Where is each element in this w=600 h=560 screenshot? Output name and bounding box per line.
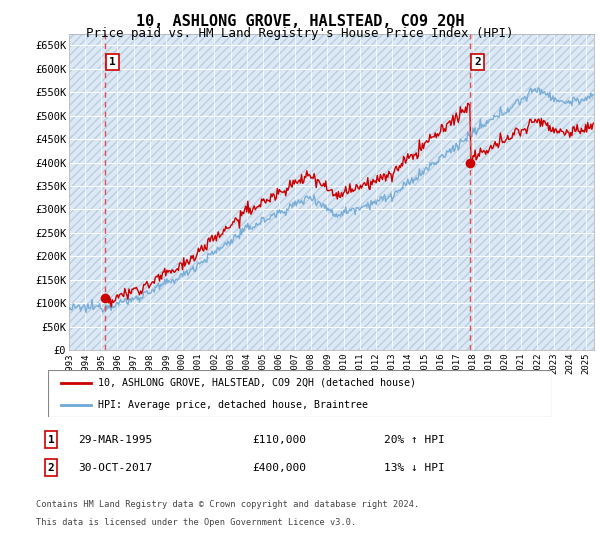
Text: 1: 1	[109, 57, 116, 67]
Text: 30-OCT-2017: 30-OCT-2017	[78, 463, 152, 473]
Text: 2: 2	[474, 57, 481, 67]
Text: 13% ↓ HPI: 13% ↓ HPI	[384, 463, 445, 473]
Text: 1: 1	[47, 435, 55, 445]
Text: This data is licensed under the Open Government Licence v3.0.: This data is licensed under the Open Gov…	[36, 518, 356, 527]
Text: 2: 2	[47, 463, 55, 473]
Text: £110,000: £110,000	[252, 435, 306, 445]
Text: 20% ↑ HPI: 20% ↑ HPI	[384, 435, 445, 445]
Text: Contains HM Land Registry data © Crown copyright and database right 2024.: Contains HM Land Registry data © Crown c…	[36, 500, 419, 508]
Text: 10, ASHLONG GROVE, HALSTEAD, CO9 2QH (detached house): 10, ASHLONG GROVE, HALSTEAD, CO9 2QH (de…	[98, 378, 416, 388]
Text: Price paid vs. HM Land Registry's House Price Index (HPI): Price paid vs. HM Land Registry's House …	[86, 27, 514, 40]
FancyBboxPatch shape	[48, 370, 552, 417]
Text: £400,000: £400,000	[252, 463, 306, 473]
Text: 10, ASHLONG GROVE, HALSTEAD, CO9 2QH: 10, ASHLONG GROVE, HALSTEAD, CO9 2QH	[136, 14, 464, 29]
Text: HPI: Average price, detached house, Braintree: HPI: Average price, detached house, Brai…	[98, 400, 368, 410]
Text: 29-MAR-1995: 29-MAR-1995	[78, 435, 152, 445]
